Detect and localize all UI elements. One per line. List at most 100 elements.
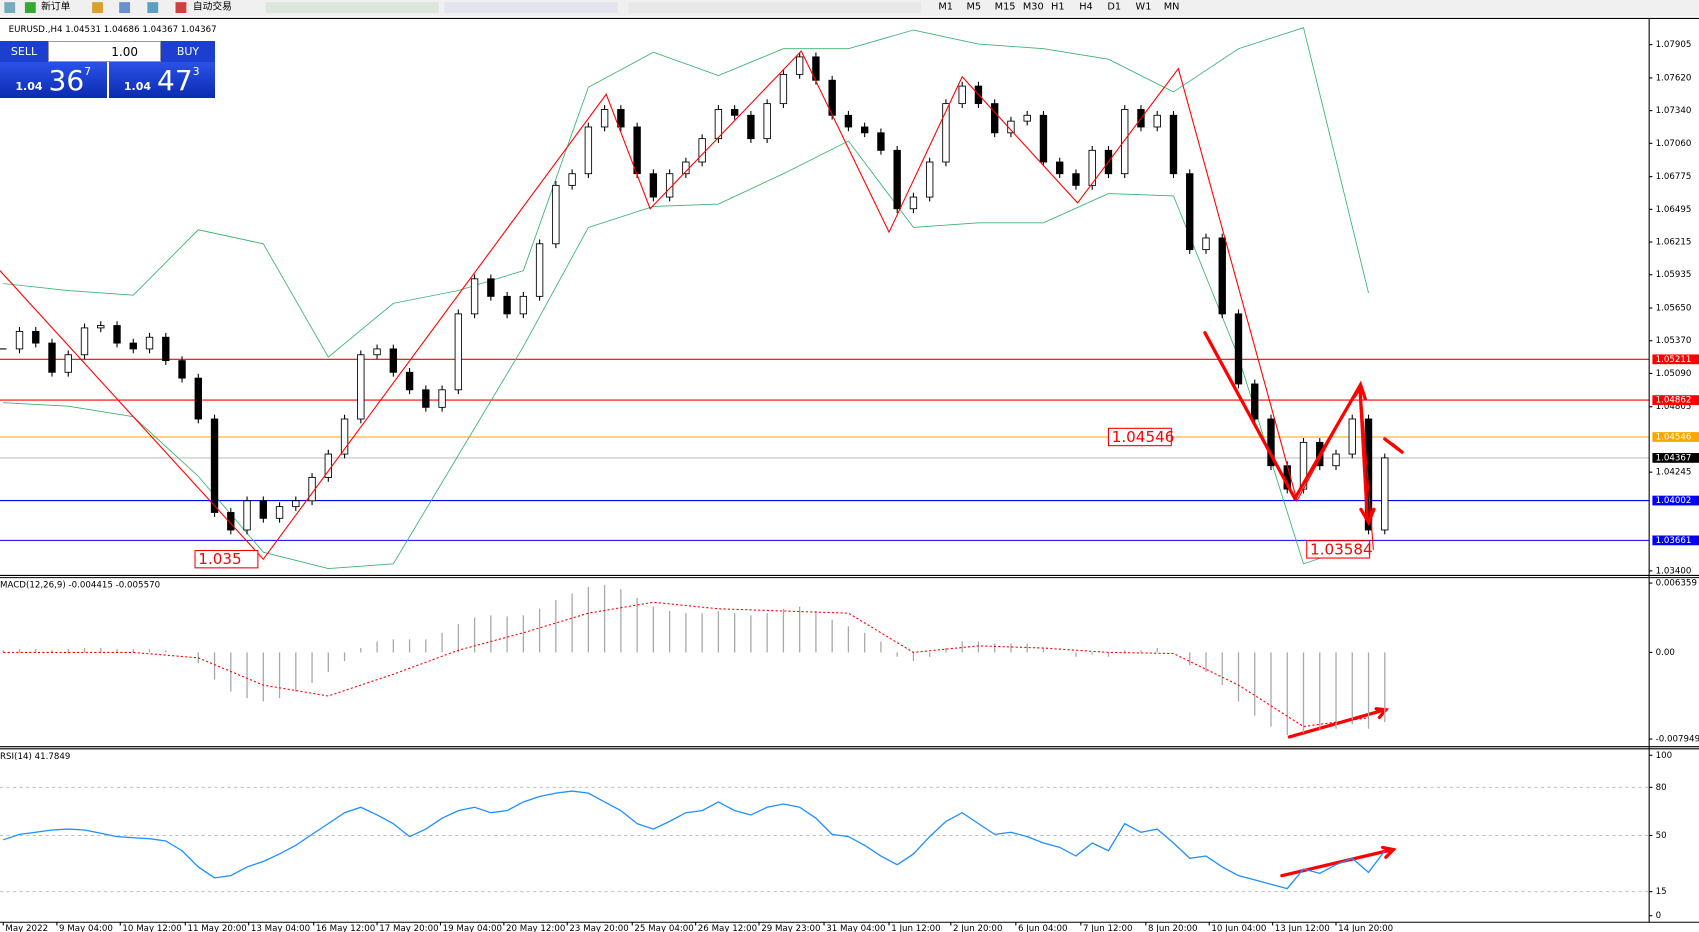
candle xyxy=(925,161,934,198)
volume-input[interactable]: 1.00 xyxy=(48,41,161,62)
x-tick-label: 10 May 12:00 xyxy=(122,924,181,932)
candle xyxy=(1121,109,1129,175)
annotation-arrows xyxy=(1203,331,1405,878)
candle xyxy=(942,103,950,163)
candle xyxy=(1267,418,1275,467)
icon-group[interactable] xyxy=(628,2,922,14)
rsi-line xyxy=(3,790,1386,890)
candle xyxy=(405,371,414,391)
candle xyxy=(617,109,625,128)
arrow xyxy=(1203,331,1297,501)
toolbar-icons xyxy=(4,2,922,14)
candle xyxy=(1251,383,1259,420)
icon[interactable] xyxy=(119,2,131,14)
x-tick-label: 13 Jun 12:00 xyxy=(1275,924,1330,932)
y-tick-label: 0 xyxy=(1656,911,1662,921)
x-tick-label: 7 Jun 12:00 xyxy=(1083,924,1132,932)
candle xyxy=(893,149,901,210)
candle xyxy=(162,336,170,362)
timeframe-button[interactable]: D1 xyxy=(1107,2,1121,13)
price-level-label: 1.04546 xyxy=(1656,432,1692,442)
price-level-tag xyxy=(1652,453,1699,463)
price-level-label: 1.04367 xyxy=(1656,453,1692,463)
candle xyxy=(535,243,544,297)
toolbar-new-order[interactable]: 新订单 xyxy=(41,0,70,13)
icon-group[interactable] xyxy=(265,2,439,14)
x-tick-label: 26 May 12:00 xyxy=(698,924,757,932)
bollinger-lower xyxy=(3,140,1369,569)
candle xyxy=(145,336,154,350)
candle xyxy=(1039,114,1048,163)
ask-main: 47 xyxy=(157,64,193,97)
icon[interactable] xyxy=(24,2,36,14)
icon[interactable] xyxy=(4,2,16,14)
timeframe-button[interactable]: H4 xyxy=(1079,2,1093,13)
ask-price[interactable]: 1.04 47 3 xyxy=(108,62,215,98)
price-label: 1.04546 xyxy=(1112,428,1175,446)
candle xyxy=(1186,173,1194,251)
candle xyxy=(1072,173,1080,186)
macd-signal xyxy=(3,601,1369,728)
candle xyxy=(113,325,121,344)
bid-pip: 7 xyxy=(84,65,92,78)
y-tick-label: 1.07620 xyxy=(1656,73,1692,83)
candle xyxy=(1202,237,1210,251)
y-tick-label: 1.05935 xyxy=(1656,270,1692,280)
candle xyxy=(1381,457,1389,531)
candle xyxy=(552,184,560,245)
icon-group[interactable] xyxy=(444,2,618,14)
bid-price[interactable]: 1.04 36 7 xyxy=(0,62,107,98)
candle xyxy=(568,173,576,186)
price-level-tag xyxy=(1652,354,1699,365)
price-level-tag xyxy=(1652,395,1699,405)
ask-pip: 3 xyxy=(192,65,200,78)
icon[interactable] xyxy=(92,2,103,14)
candle xyxy=(1056,161,1064,175)
x-tick-label: 17 May 20:00 xyxy=(379,924,438,932)
y-tick-label: 1.07060 xyxy=(1656,139,1692,149)
arrow xyxy=(1280,848,1394,878)
x-tick-label: 10 Jun 04:00 xyxy=(1211,924,1266,932)
candle xyxy=(991,103,999,134)
x-tick-label: 8 Jun 20:00 xyxy=(1148,924,1197,932)
x-tick-label: 25 May 04:00 xyxy=(634,924,693,932)
timeframe-button[interactable]: W1 xyxy=(1136,2,1152,13)
candle xyxy=(97,325,105,329)
buy-button[interactable]: BUY xyxy=(161,41,215,62)
price-label-box xyxy=(194,549,259,569)
candle xyxy=(129,342,137,350)
timeframe-button[interactable]: M15 xyxy=(995,2,1016,13)
x-tick-label: 23 May 20:00 xyxy=(569,924,628,932)
price-label-box xyxy=(1107,427,1172,447)
candle xyxy=(795,56,804,75)
timeframe-button[interactable]: M30 xyxy=(1023,2,1044,13)
candle xyxy=(747,114,755,140)
timeframes: M1 M5 M15 M30 H1 H4 D1 W1 MN xyxy=(938,2,1179,13)
candle xyxy=(1348,418,1356,455)
candle xyxy=(844,114,853,128)
candle xyxy=(438,389,446,408)
candle xyxy=(779,73,788,105)
toolbar-auto-trading[interactable]: 自动交易 xyxy=(193,0,232,13)
icon[interactable] xyxy=(175,2,187,14)
candle xyxy=(1169,114,1178,175)
y-tick-label: 1.04805 xyxy=(1656,402,1692,412)
panel-borders xyxy=(0,17,1699,923)
timeframe-button[interactable]: M5 xyxy=(967,2,982,13)
timeframe-button[interactable]: MN xyxy=(1164,2,1180,13)
sell-button[interactable]: SELL xyxy=(0,41,48,62)
price-level-label: 1.03661 xyxy=(1656,536,1692,546)
x-tick-label: 20 May 12:00 xyxy=(506,924,565,932)
candle xyxy=(1023,114,1031,122)
timeframe-button[interactable]: M1 xyxy=(938,2,953,13)
icon[interactable] xyxy=(147,2,159,14)
zigzag xyxy=(0,50,1374,561)
candle xyxy=(649,173,658,198)
candle xyxy=(519,295,528,315)
timeframe-button[interactable]: H1 xyxy=(1051,2,1065,13)
candle xyxy=(389,348,398,373)
price-level-tag xyxy=(1652,432,1699,442)
candle xyxy=(210,418,219,513)
indicator-title: MACD(12,26,9) -0.004415 -0.005570 xyxy=(0,581,160,591)
